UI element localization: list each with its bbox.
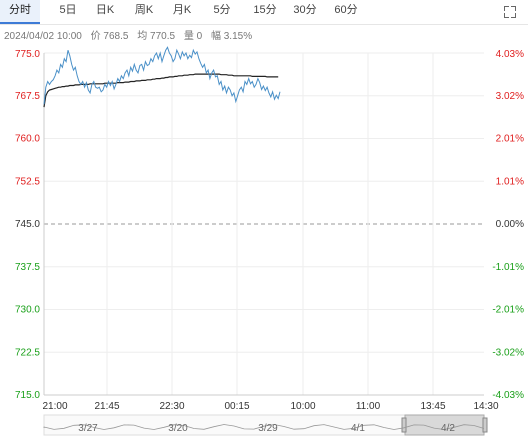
pct-tick-label: 1.01% [496,176,524,187]
pct-tick-label: -3.02% [492,347,524,358]
tab-5[interactable]: 月K [172,4,192,16]
y-tick-label: 745.0 [15,219,40,230]
period-tabs: 分时 5日 日K 周K 月K 5分 15分 30分 60分 [0,0,528,25]
tab-9[interactable]: 60分 [334,4,358,16]
avg-price-line [43,73,279,108]
tab-1[interactable]: 分时 [0,0,40,24]
x-tick-label: 22:30 [159,401,184,412]
navigator-date-label: 4/2 [441,423,455,434]
x-tick-label: 10:00 [290,401,315,412]
x-tick-label: 11:00 [356,401,381,412]
pct-tick-label: -1.01% [492,262,524,273]
info-change: 幅 3.15% [210,31,253,42]
navigator-date-label: 3/27 [78,423,98,434]
tab-6[interactable]: 5分 [213,4,231,16]
pct-tick-label: 2.01% [496,134,524,145]
navigator-sparkline [43,424,485,430]
pct-tick-label: 3.02% [496,91,524,102]
x-tick-label: 21:00 [42,401,67,412]
navigator-handle-left [401,417,407,433]
y-tick-label: 722.5 [15,347,40,358]
y-tick-label: 752.5 [15,176,40,187]
info-price: 价 768.5 [90,31,129,42]
quote-info-bar: 2024/04/02 10:00 价 768.5 均 770.5 量 0 幅 3… [4,27,258,42]
navigator-date-label: 4/1 [351,423,365,434]
price-line [43,46,281,105]
x-tick-label: 13:45 [420,401,445,412]
tab-3[interactable]: 日K [95,4,115,16]
navigator-handle-right [482,417,488,433]
info-datetime: 2024/04/02 10:00 [4,31,82,42]
y-tick-label: 775.0 [15,49,40,60]
pct-tick-label: 4.03% [496,49,524,60]
tab-8[interactable]: 30分 [293,4,317,16]
y-tick-label: 737.5 [15,262,40,273]
x-tick-label: 21:45 [94,401,119,412]
x-tick-label: 00:15 [224,401,249,412]
x-tick-label: 14:30 [473,401,498,412]
tab-2[interactable]: 5日 [59,4,77,16]
pct-tick-label: -2.01% [492,305,524,316]
fullscreen-icon[interactable] [504,6,516,18]
pct-tick-label: 0.00% [496,219,524,230]
info-avg: 均 770.5 [137,31,176,42]
tab-4[interactable]: 周K [134,4,154,16]
y-tick-label: 715.0 [15,390,40,401]
y-tick-label: 730.0 [15,305,40,316]
navigator-date-label: 3/20 [168,423,188,434]
navigator-date-label: 3/29 [258,423,278,434]
y-tick-label: 767.5 [15,91,40,102]
y-tick-label: 760.0 [15,134,40,145]
info-volume: 量 0 [183,31,203,42]
tab-7[interactable]: 15分 [253,4,277,16]
pct-tick-label: -4.03% [492,390,524,401]
